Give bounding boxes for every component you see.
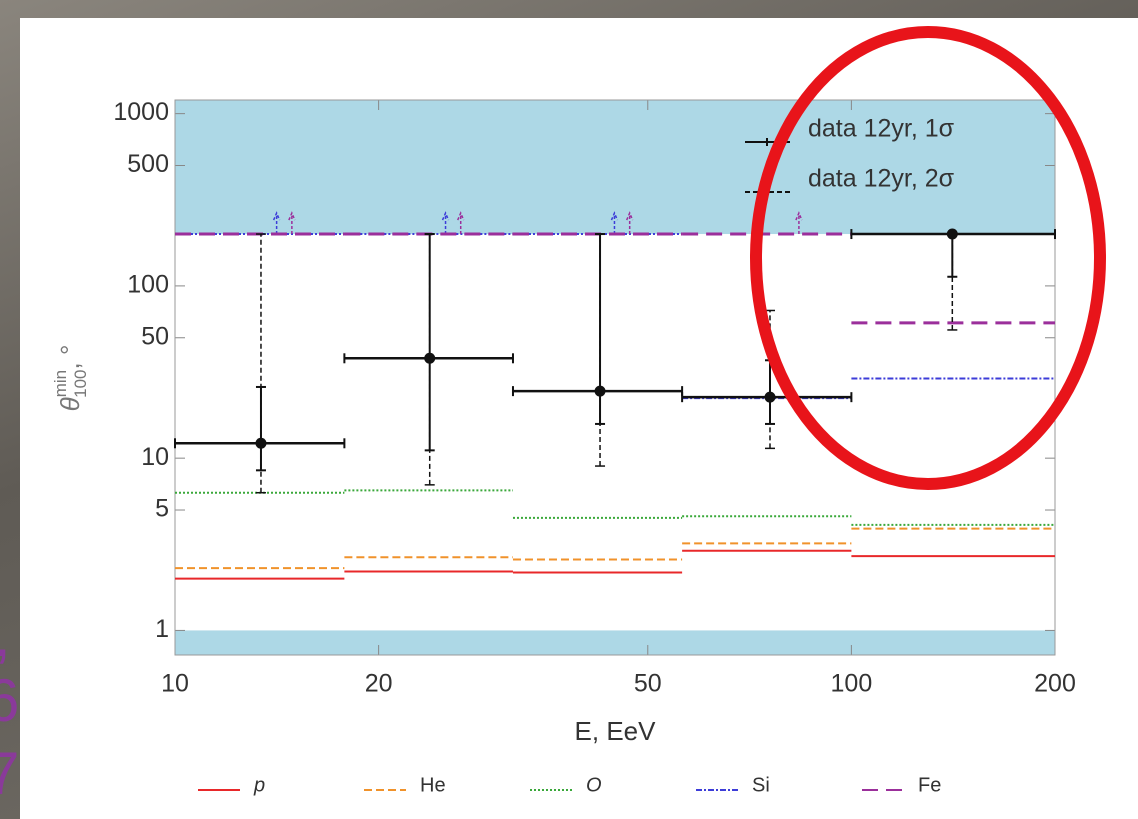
x-tick-label: 10 — [161, 670, 189, 698]
x-tick-label: 50 — [634, 670, 662, 698]
lower-limit-arrow — [288, 211, 296, 235]
y-tick-label: 1 — [155, 615, 169, 643]
x-tick-label: 20 — [365, 670, 393, 698]
lower-limit-arrow — [457, 211, 465, 235]
y-label-suffix: , ° — [55, 345, 85, 370]
legend-label: Si — [752, 774, 770, 796]
lower-limit-arrow — [610, 211, 619, 235]
legend-label: data 12yr, 1σ — [808, 115, 955, 143]
y-tick-label: 100 — [127, 271, 169, 299]
y-tick-label: 5 — [155, 495, 169, 523]
data-point — [255, 437, 267, 449]
legend-label: He — [420, 774, 446, 796]
y-tick-label: 50 — [141, 322, 169, 350]
slide-fragment: 6 — [0, 667, 19, 734]
data-point — [946, 228, 958, 240]
x-axis-label: E, EeV — [575, 716, 657, 746]
legend-label: data 12yr, 2σ — [808, 165, 955, 193]
data-point — [424, 352, 436, 364]
lower-limit-arrow — [441, 211, 450, 235]
y-label-symbol: θ — [55, 397, 85, 411]
lower-limit-arrow — [272, 211, 281, 235]
x-tick-label: 100 — [831, 670, 873, 698]
shaded-region — [175, 630, 1055, 655]
highlight-ellipse — [750, 26, 1106, 490]
y-tick-label: 1000 — [113, 98, 169, 126]
y-tick-label: 10 — [141, 443, 169, 471]
y-label-sup: min — [51, 370, 70, 397]
y-label-sub: 100 — [71, 369, 90, 397]
lower-limit-arrow — [625, 211, 634, 235]
shaded-region — [175, 100, 1055, 235]
data-point — [764, 391, 776, 403]
lower-limit-arrow — [795, 211, 803, 235]
slide-fragment: 7 — [0, 740, 19, 807]
slide-fragment: , — [0, 602, 11, 669]
y-axis-label: θmin100, ° — [51, 345, 90, 412]
legend-label: p — [253, 774, 265, 796]
x-tick-label: 200 — [1034, 670, 1076, 698]
plot-frame — [174, 99, 1056, 656]
legend-label: O — [586, 774, 602, 796]
legend-label: Fe — [918, 774, 941, 796]
y-tick-label: 500 — [127, 150, 169, 178]
plot: 1 5 10 50 100 500 1000 10 20 50 100 200 p He O Si Fe data… — [113, 98, 1075, 796]
data-point — [594, 385, 606, 397]
